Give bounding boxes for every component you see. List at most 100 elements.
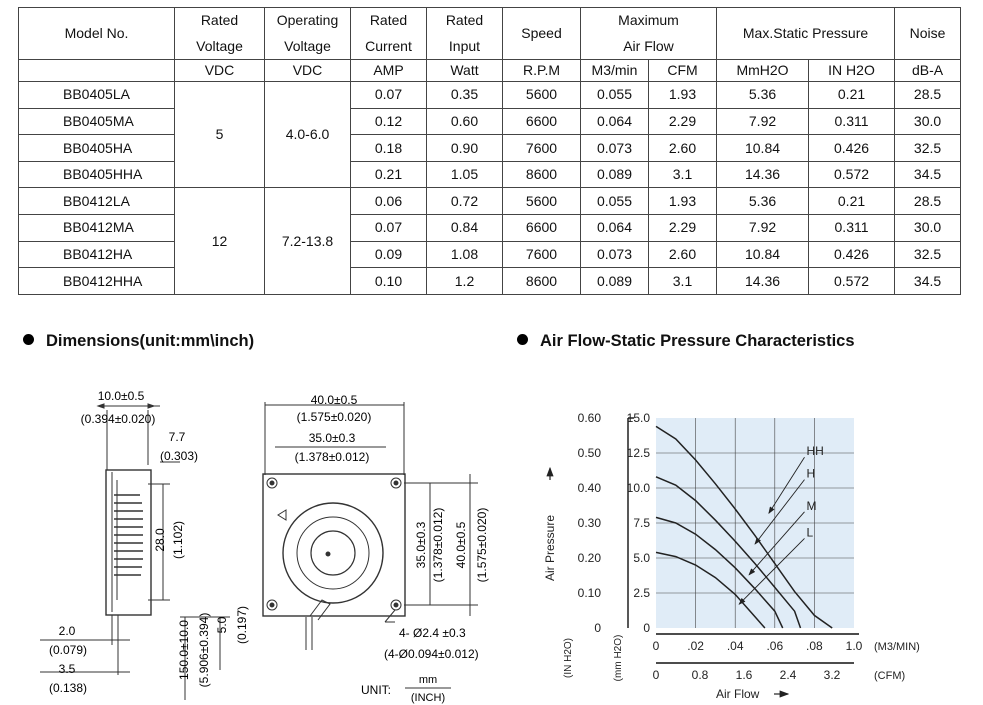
x-tick-label: .04 — [727, 639, 744, 653]
m3min-cell: 0.064 — [580, 213, 649, 242]
rpm-cell: 8600 — [502, 267, 581, 295]
side-width: 10.0±0.5 — [98, 389, 145, 403]
series-leader-h — [754, 479, 805, 545]
table-row: BB0405HHA 0.21 1.05 8600 0.089 3.1 14.36 0.572 3… — [18, 160, 962, 189]
inh2o-cell: 0.426 — [808, 134, 896, 162]
airflow-chart: 0 2.5 5.0 7.5 10.0 12.5 15.0 0 0.10 0.20 0.30 0.40 0… — [543, 411, 920, 701]
side-offset-in: (0.303) — [160, 449, 198, 463]
inh2o-cell: 0.21 — [808, 81, 896, 109]
current-cell: 0.07 — [350, 213, 427, 242]
series-leader-l — [738, 538, 805, 605]
cfm-cell: 1.93 — [647, 187, 718, 215]
side-pin-in: (0.079) — [49, 643, 87, 657]
unit-cell: R.P.M — [502, 59, 581, 82]
front-holes-in: (4-Ø0.094±0.012) — [384, 647, 479, 661]
cfm-cell: 2.29 — [647, 213, 718, 242]
mmh2o-cell: 10.84 — [716, 134, 810, 162]
x2-unit-label: (CFM) — [874, 670, 905, 682]
m3min-cell: 0.055 — [580, 187, 649, 215]
airflow-title: Air Flow-Static Pressure Characteristics — [517, 332, 855, 351]
noise-cell: 34.5 — [894, 267, 962, 295]
front-lead: 150.0±10.0 — [177, 620, 191, 680]
y2-tick-label: 0.40 — [578, 481, 602, 495]
header-max-air-flow-2: Air Flow — [579, 33, 718, 60]
noise-cell: 28.5 — [894, 81, 962, 109]
unit-cell: VDC — [174, 59, 265, 82]
inh2o-cell: 0.572 — [808, 267, 896, 295]
x2-tick-label: 0.8 — [692, 668, 709, 682]
operating-voltage-cell: 7.2-13.8 — [264, 187, 351, 295]
current-cell: 0.21 — [350, 160, 427, 189]
front-v-outer: 40.0±0.5 — [454, 521, 468, 568]
front-v-outer-in: (1.575±0.020) — [475, 508, 489, 583]
input-cell: 0.90 — [426, 134, 503, 162]
unit-cell: dB-A — [894, 59, 962, 82]
side-pin: 2.0 — [59, 624, 76, 638]
curve-hh — [655, 425, 833, 629]
series-leader-hh — [768, 456, 805, 514]
dimensions-title-text: Dimensions(unit:mm\inch) — [46, 332, 255, 350]
unit-cell: M3/min — [580, 59, 649, 82]
spec-table-body: BB0405LA 5 4.0-6.0 0.07 0.35 5600 0.055 1.93 5.3… — [18, 80, 962, 295]
current-cell: 0.12 — [350, 107, 427, 136]
current-cell: 0.06 — [350, 187, 427, 215]
front-strip-in: (0.197) — [235, 606, 249, 644]
cfm-cell: 2.29 — [647, 107, 718, 136]
current-cell: 0.18 — [350, 134, 427, 162]
side-base: 3.5 — [59, 662, 76, 676]
front-outer: 40.0±0.5 — [311, 393, 358, 407]
table-row: BB0405MA 0.12 0.60 6600 0.064 2.29 7.92 0.311 30… — [18, 107, 962, 136]
unit-cell: MmH2O — [716, 59, 810, 82]
model-cell: BB0412MA — [18, 213, 175, 242]
current-cell: 0.09 — [350, 240, 427, 269]
curves — [655, 425, 833, 629]
rpm-cell: 5600 — [502, 187, 581, 215]
bullet-icon — [23, 334, 34, 345]
y-tick-label: 5.0 — [633, 551, 650, 565]
x-tick-label: .08 — [806, 639, 823, 653]
airflow-title-text: Air Flow-Static Pressure Characteristics — [540, 332, 855, 350]
header-operating-voltage-1: Operating — [264, 7, 351, 34]
curve-l — [655, 551, 766, 629]
y-tick-label: 7.5 — [633, 516, 650, 530]
model-cell: BB0405HA — [18, 134, 175, 162]
rpm-cell: 7600 — [502, 134, 581, 162]
side-width-in: (0.394±0.020) — [81, 412, 156, 426]
operating-voltage-cell: 4.0-6.0 — [264, 80, 351, 189]
curve-m — [655, 516, 784, 629]
inh2o-cell: 0.21 — [808, 187, 896, 215]
table-row: BB0412MA 0.07 0.84 6600 0.064 2.29 7.92 0.311 30… — [18, 213, 962, 242]
x-tick-label: 0 — [653, 639, 660, 653]
rpm-cell: 6600 — [502, 107, 581, 136]
inh2o-cell: 0.426 — [808, 240, 896, 269]
axes — [627, 417, 859, 664]
unit-cell: IN H2O — [808, 59, 896, 82]
y-tick-label: 12.5 — [627, 446, 651, 460]
y2-tick-label: 0.10 — [578, 586, 602, 600]
x2-tick-label: 2.4 — [780, 668, 797, 682]
cfm-cell: 2.60 — [647, 240, 718, 269]
table-row: BB0405LA 5 4.0-6.0 0.07 0.35 5600 0.055 1.93 5.3… — [18, 80, 962, 189]
m3min-cell: 0.073 — [580, 240, 649, 269]
model-cell: BB0405LA — [18, 81, 175, 109]
unit-cell: VDC — [264, 59, 351, 82]
y2-unit-label: (IN H2O) — [563, 638, 574, 678]
front-strip: 5.0 — [215, 616, 229, 633]
bullet-icon — [517, 334, 528, 345]
y2-tick-label: 0.60 — [578, 411, 602, 425]
rated-voltage-cell: 5 — [174, 80, 265, 189]
inh2o-cell: 0.311 — [808, 213, 896, 242]
series-label-hh: HH — [807, 444, 824, 458]
m3min-cell: 0.064 — [580, 107, 649, 136]
x2-tick-label: 1.6 — [736, 668, 753, 682]
mmh2o-cell: 10.84 — [716, 240, 810, 269]
x-tick-label: .06 — [766, 639, 783, 653]
front-v-hole-in: (1.378±0.012) — [431, 508, 445, 583]
side-offset: 7.7 — [169, 430, 186, 444]
rpm-cell: 6600 — [502, 213, 581, 242]
grid-lines — [656, 418, 854, 628]
unit-cell: Watt — [426, 59, 503, 82]
header-rated-current-1: Rated — [350, 7, 427, 34]
y2-tick-label: 0.20 — [578, 551, 602, 565]
front-v-hole: 35.0±0.3 — [414, 521, 428, 568]
